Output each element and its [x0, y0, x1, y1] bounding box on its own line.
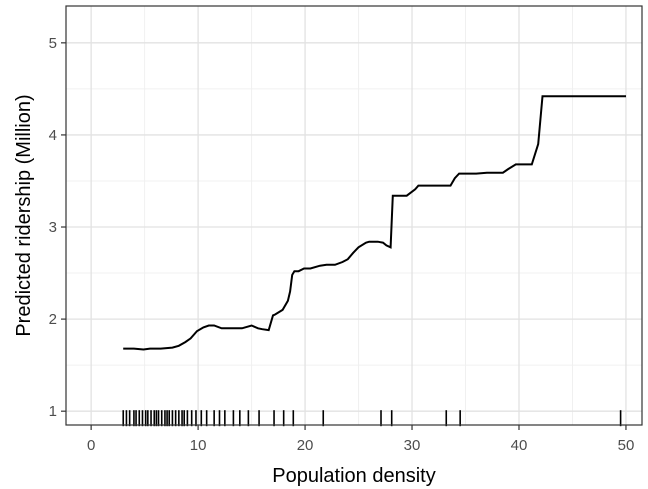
x-tick-label: 10: [190, 437, 207, 454]
y-axis-title: Predicted ridership (Million): [13, 94, 35, 336]
y-tick-label: 5: [49, 35, 57, 52]
minor-grid: [66, 6, 642, 425]
series-line: [123, 95, 626, 351]
x-tick-label: 0: [87, 437, 95, 454]
x-tick-label: 20: [297, 437, 314, 454]
rug-marks: [122, 410, 622, 427]
major-grid: [66, 6, 642, 425]
panel-border: [65, 5, 643, 426]
x-tick-label: 40: [511, 437, 528, 454]
x-axis-title: Population density: [272, 465, 435, 487]
y-tick-label: 1: [49, 403, 57, 420]
plot-panel: [66, 6, 642, 425]
y-tick-label: 3: [49, 219, 57, 236]
y-tick-label: 2: [49, 311, 57, 328]
y-axis-ticks: 1 2 3 4 5: [49, 35, 66, 420]
x-tick-label: 50: [618, 437, 635, 454]
y-tick-label: 4: [49, 127, 57, 144]
x-axis-ticks: 0 10 20 30 40 50: [87, 425, 634, 454]
x-tick-label: 30: [404, 437, 421, 454]
